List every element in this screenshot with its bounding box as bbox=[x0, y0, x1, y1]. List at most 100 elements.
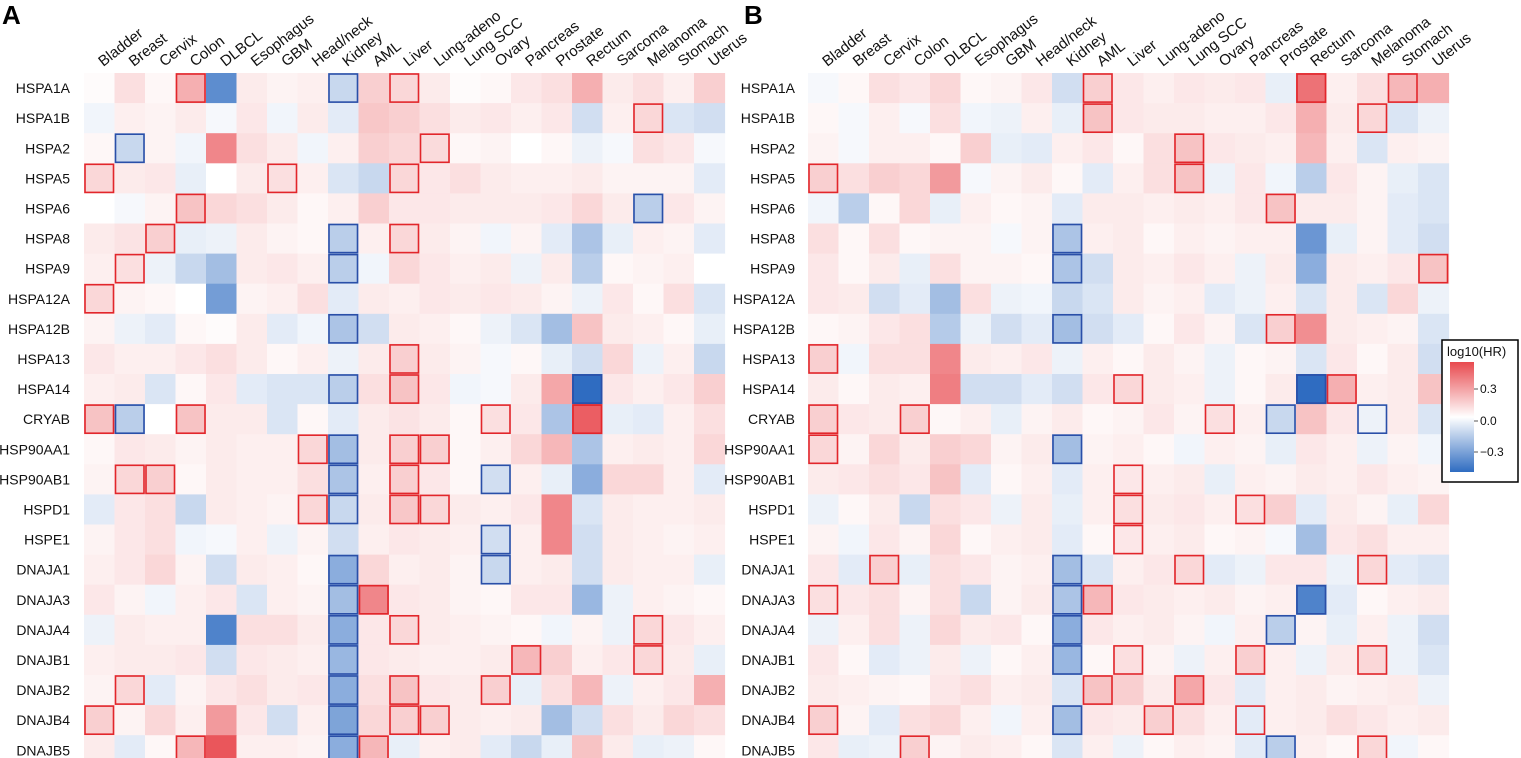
heatmap-cell-b-hspa13-prostate bbox=[1265, 343, 1297, 375]
heatmap-cell-b-hspa8-uterus bbox=[1418, 223, 1450, 255]
heatmap-cell-a-hspa9-prostate bbox=[541, 253, 573, 285]
heatmap-cell-b-hspa1a-prostate bbox=[1265, 73, 1297, 104]
heatmap-cell-a-hspa12a-ovary bbox=[480, 283, 512, 315]
heatmap-cell-a-hspa12a-esophagus bbox=[236, 283, 268, 315]
heatmap-cell-b-hspa1a-colon bbox=[899, 73, 931, 104]
heatmap-cell-a-hsp90aa1-dlbcl bbox=[206, 434, 238, 465]
heatmap-cell-a-hspd1-uterus bbox=[694, 494, 726, 526]
heatmap-cell-a-hspe1-melanoma bbox=[633, 524, 665, 556]
heatmap-cell-a-dnaja1-breast bbox=[114, 554, 146, 586]
heatmap-cell-a-cryab-colon bbox=[175, 404, 207, 435]
heatmap-cell-b-hspa14-prostate bbox=[1265, 374, 1297, 405]
heatmap-cell-b-hspa14-esophagus bbox=[960, 374, 992, 405]
heatmap-cell-b-dnajb1-cervix bbox=[869, 644, 901, 676]
heatmap-cell-a-hspe1-ovary bbox=[480, 524, 512, 556]
heatmap-cell-b-dnajb1-ovary bbox=[1204, 644, 1236, 676]
heatmap-cell-a-hspa1b-lung-scc bbox=[450, 103, 482, 134]
significance-box-positive-a-cryab-ovary bbox=[480, 404, 511, 435]
heatmap-cell-b-hspa2-kidney bbox=[1052, 133, 1084, 164]
significance-box-positive-b-hspa13-bladder bbox=[808, 344, 839, 374]
heatmap-cell-a-dnajb1-dlbcl bbox=[206, 644, 238, 676]
heatmap-cell-a-hspa13-gbm bbox=[267, 343, 299, 375]
heatmap-cell-b-dnajb4-colon bbox=[899, 705, 931, 736]
heatmap-cell-b-hspa2-colon bbox=[899, 133, 931, 164]
row-label-a-dnajb1: DNAJB1 bbox=[16, 652, 70, 668]
heatmap-cell-b-hsp90aa1-kidney bbox=[1052, 434, 1084, 465]
heatmap-cell-b-dnaja1-pancreas bbox=[1235, 554, 1267, 586]
heatmap-cell-a-dnaja3-liver bbox=[389, 584, 421, 616]
heatmap-cell-a-hspa2-lung-adeno bbox=[419, 133, 451, 164]
heatmap-cell-a-hsp90aa1-melanoma bbox=[633, 434, 665, 465]
heatmap-cell-b-dnajb4-esophagus bbox=[960, 705, 992, 736]
heatmap-cell-a-dnaja4-ovary bbox=[480, 614, 512, 646]
heatmap-cell-a-dnajb5-gbm bbox=[267, 735, 299, 758]
heatmap-cell-b-hspa9-liver bbox=[1113, 253, 1145, 285]
heatmap-cell-b-hspa6-cervix bbox=[869, 193, 901, 225]
heatmap-cell-a-hsp90ab1-bladder bbox=[84, 464, 116, 495]
heatmap-cell-b-dnaja3-uterus bbox=[1418, 584, 1450, 616]
heatmap-cell-a-hsp90ab1-cervix bbox=[145, 464, 177, 495]
heatmap-cell-b-cryab-liver bbox=[1113, 404, 1145, 435]
heatmap-cell-b-hspa6-stomach bbox=[1387, 193, 1419, 225]
panel-b-row-labels: HSPA1A HSPA1B HSPA2 HSPA5 HSPA6 HSPA8 HSPA9 HSP… bbox=[724, 80, 795, 758]
heatmap-cell-b-hspa1a-melanoma bbox=[1357, 73, 1389, 104]
heatmap-cell-b-hspa5-lung-scc bbox=[1174, 163, 1206, 194]
heatmap-cell-b-dnaja4-bladder bbox=[808, 614, 840, 646]
heatmap-cell-a-dnajb5-colon bbox=[175, 735, 207, 758]
heatmap-cell-b-dnajb2-colon bbox=[899, 675, 931, 706]
significance-box-positive-b-hspa1a-rectum bbox=[1296, 73, 1327, 103]
significance-box-negative-a-hsp90aa1-kidney bbox=[328, 434, 359, 465]
heatmap-cell-b-dnaja1-dlbcl bbox=[930, 554, 962, 586]
heatmap-cell-b-hsp90ab1-melanoma bbox=[1357, 464, 1389, 495]
row-label-b-hspa9: HSPA9 bbox=[750, 261, 795, 277]
row-label-b-hspa13: HSPA13 bbox=[742, 351, 795, 367]
heatmap-cell-b-dnaja1-head-neck bbox=[1021, 554, 1053, 586]
heatmap-cell-a-dnajb2-bladder bbox=[84, 675, 116, 706]
significance-box-positive-b-hsp90aa1-bladder bbox=[808, 434, 839, 465]
heatmap-cell-b-hspa8-lung-scc bbox=[1174, 223, 1206, 255]
heatmap-cell-a-hsp90aa1-bladder bbox=[84, 434, 116, 465]
heatmap-cell-a-hspa13-uterus bbox=[694, 343, 726, 375]
heatmap-cell-b-hspd1-uterus bbox=[1418, 494, 1450, 526]
significance-box-positive-b-hspa1a-stomach bbox=[1387, 73, 1418, 103]
heatmap-cell-b-dnajb1-stomach bbox=[1387, 644, 1419, 676]
heatmap-cell-a-dnajb2-sarcoma bbox=[602, 675, 634, 706]
significance-box-negative-a-cryab-breast bbox=[114, 404, 145, 435]
heatmap-cell-b-hspa5-bladder bbox=[808, 163, 840, 194]
significance-box-positive-b-cryab-colon bbox=[899, 404, 930, 435]
heatmap-cell-a-dnajb4-uterus bbox=[694, 705, 726, 736]
heatmap-cell-b-hspd1-sarcoma bbox=[1326, 494, 1358, 526]
heatmap-cell-b-hspa5-colon bbox=[899, 163, 931, 194]
heatmap-cell-b-dnajb2-kidney bbox=[1052, 675, 1084, 706]
heatmap-cell-a-dnajb5-uterus bbox=[694, 735, 726, 758]
heatmap-cell-a-dnaja3-melanoma bbox=[633, 584, 665, 616]
heatmap-cell-b-hspa12b-lung-scc bbox=[1174, 313, 1206, 345]
heatmap-cell-b-hspa6-liver bbox=[1113, 193, 1145, 225]
heatmap-cell-b-dnaja3-stomach bbox=[1387, 584, 1419, 616]
heatmap-cell-a-hspd1-ovary bbox=[480, 494, 512, 526]
heatmap-cell-a-hsp90ab1-head-neck bbox=[297, 464, 329, 495]
heatmap-cell-a-hspa8-breast bbox=[114, 223, 146, 255]
heatmap-cell-b-dnaja1-aml bbox=[1082, 554, 1114, 586]
heatmap-cell-a-hsp90aa1-pancreas bbox=[511, 434, 543, 465]
heatmap-cell-a-hspa1b-gbm bbox=[267, 103, 299, 134]
heatmap-cell-b-hspa1a-breast bbox=[838, 73, 870, 104]
heatmap-cell-b-dnaja1-ovary bbox=[1204, 554, 1236, 586]
heatmap-cell-b-hspa14-sarcoma bbox=[1326, 374, 1358, 405]
heatmap-cell-a-dnajb4-esophagus bbox=[236, 705, 268, 736]
heatmap-cell-b-hsp90ab1-bladder bbox=[808, 464, 840, 495]
heatmap-cell-b-dnaja1-cervix bbox=[869, 554, 901, 586]
column-label-b-liver: Liver bbox=[1124, 37, 1160, 70]
heatmap-cell-b-cryab-lung-scc bbox=[1174, 404, 1206, 435]
heatmap-cell-b-hspa12a-ovary bbox=[1204, 283, 1236, 315]
heatmap-cell-b-dnaja3-kidney bbox=[1052, 584, 1084, 616]
heatmap-cell-a-hspa8-esophagus bbox=[236, 223, 268, 255]
heatmap-cell-b-hspa14-lung-scc bbox=[1174, 374, 1206, 405]
heatmap-cell-b-dnajb2-esophagus bbox=[960, 675, 992, 706]
heatmap-cell-a-hspa12b-kidney bbox=[328, 313, 360, 345]
heatmap-cell-a-dnaja4-kidney bbox=[328, 614, 360, 646]
heatmap-cell-b-cryab-gbm bbox=[991, 404, 1023, 435]
heatmap-cell-a-hspa1a-head-neck bbox=[297, 73, 329, 104]
row-label-a-hsp90aa1: HSP90AA1 bbox=[0, 441, 70, 457]
